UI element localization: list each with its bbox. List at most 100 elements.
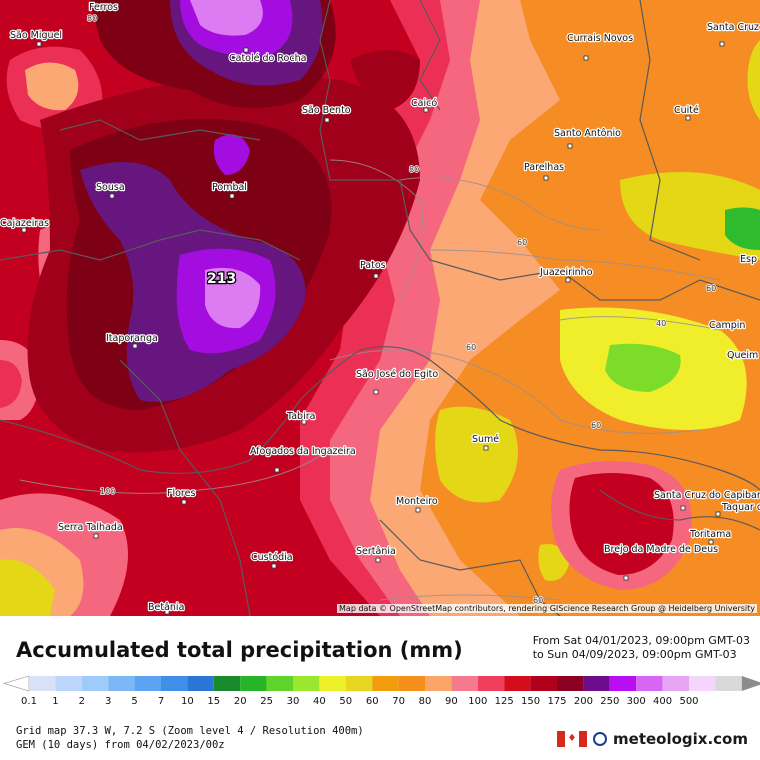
place-label: Sumé [472,434,499,445]
isoline-label: 60 [533,596,543,605]
grid-info: Grid map 37.3 W, 7.2 S (Zoom level 4 / R… [16,725,364,737]
legend-swatch [425,676,452,691]
legend-scale: 0.1 1 2 3 5 7 10 15 20 25 30 40 50 60 70 80 90 100 125 150 1… [2,675,760,707]
legend-swatch [293,676,320,691]
legend-panel: Accumulated total precipitation (mm) Fro… [0,616,760,760]
place-label: Queim [727,350,758,361]
place-label: São José do Egito [356,369,438,380]
legend-tick-label: 25 [260,696,273,707]
place-label: Currais Novos [567,33,633,44]
legend-swatch [213,676,241,691]
legend-tick-label: 150 [521,696,540,707]
place-label: Betânia [148,602,184,613]
place-label: Tabira [286,411,315,422]
legend-tick-label: 30 [287,696,300,707]
isoline-label: 60 [466,343,476,352]
color-legend: 0.1 1 2 3 5 7 10 15 20 25 30 40 50 60 70 80 90 100 125 150 1… [0,672,760,712]
place-label: Campin [709,320,745,331]
legend-swatch [81,676,109,691]
legend-tick-label: 70 [392,696,405,707]
legend-swatch [345,676,373,691]
precipitation-map[interactable]: Ferros São Miguel Catolé do Rocha São Be… [0,0,760,616]
legend-tick-label: 400 [653,696,672,707]
max-value-label: 213 [207,271,236,287]
legend-tick-label: 90 [445,696,458,707]
legend-swatch [451,676,478,691]
legend-swatch [266,676,293,691]
legend-swatch [161,676,188,691]
place-label: Esp [740,254,757,265]
isoline-labels: 80 80 60 60 60 40 60 100 60 [86,13,717,606]
legend-swatch [609,676,637,691]
legend-swatch [319,676,346,691]
canada-flag-icon: ♦ [557,731,588,747]
legend-swatch [55,676,82,691]
forecast-period: From Sat 04/01/2023, 09:00pm GMT-03 to S… [533,634,750,662]
place-label: Pombal [212,182,247,193]
place-label: Monteiro [396,496,438,507]
legend-tick-label: 500 [679,696,698,707]
contour-lines [19,159,721,601]
place-label: Sertânia [356,546,396,557]
place-label: Caicó [411,98,437,109]
legend-swatch [187,676,214,691]
period-from: From Sat 04/01/2023, 09:00pm GMT-03 [532,634,750,647]
legend-tick-label: 80 [419,696,432,707]
legend-tick-label: 3 [105,696,111,707]
place-labels: Ferros São Miguel Catolé do Rocha São Be… [0,1,760,614]
place-markers [21,4,725,615]
legend-swatch [240,676,267,691]
legend-tick-label: 50 [339,696,352,707]
place-label: Ferros [89,2,118,13]
place-label: Toritama [689,529,731,540]
place-label: Cuité [674,105,699,116]
period-to: to Sun 04/09/2023, 09:00pm GMT-03 [532,648,737,661]
place-label: Serra Talhada [58,522,123,533]
legend-swatch [662,676,689,691]
legend-tick-label: 1 [52,696,58,707]
place-label: Itaporanga [106,333,158,344]
isoline-label: 80 [409,165,419,174]
brand[interactable]: ♦ meteologix.com [557,730,748,748]
legend-tick-label: 200 [574,696,593,707]
legend-arrow-right [741,676,760,691]
legend-swatch [398,676,425,691]
isoline-label: 60 [591,421,601,430]
place-label: Afogados da Ingazeira [250,446,356,457]
legend-swatch [477,676,505,691]
precip-layer [0,0,760,616]
brand-name: meteologix.com [613,730,748,748]
legend-swatch [29,676,56,691]
legend-swatch [372,676,399,691]
place-label: São Miguel [10,30,62,41]
place-label: Cajazeiras [0,218,49,229]
map-canvas [0,0,760,616]
place-label: Flores [167,488,195,499]
legend-tick-label: 7 [158,696,164,707]
boundary-lines [0,0,760,616]
place-label: Patos [360,260,386,271]
chart-title: Accumulated total precipitation (mm) [16,638,463,662]
isoline-label: 100 [100,487,115,496]
legend-tick-label: 100 [468,696,487,707]
legend-tick-label: 2 [79,696,85,707]
legend-swatch [583,676,610,691]
legend-tick-label: 0.1 [21,696,37,707]
legend-tick-label: 175 [547,696,566,707]
place-label: Sousa [96,182,125,193]
isoline-label: 40 [656,319,666,328]
legend-tick-label: 40 [313,696,326,707]
map-labels: Ferros São Miguel Catolé do Rocha São Be… [0,1,760,615]
legend-swatch [530,676,557,691]
legend-swatch [108,676,135,691]
legend-tick-label: 5 [131,696,137,707]
place-label: Santo Antônio [554,128,621,139]
place-label: São Bento [302,105,351,116]
place-label: Juazeirinho [539,267,593,278]
legend-swatch [636,676,663,691]
place-label: Catolé do Rocha [229,53,306,64]
legend-tick-label: 300 [627,696,646,707]
legend-swatch [134,676,161,691]
legend-swatch [715,676,742,691]
legend-tick-label: 15 [207,696,220,707]
